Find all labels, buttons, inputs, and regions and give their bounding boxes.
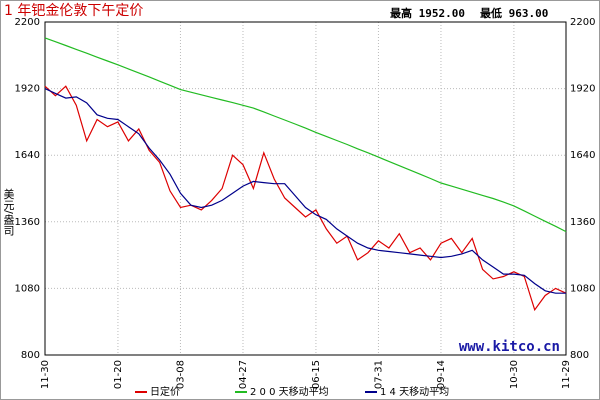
x-tick-label: 01-20	[113, 360, 124, 389]
y-tick-label: 1360	[570, 217, 595, 228]
legend-label: 日定价	[150, 385, 180, 398]
series-line	[44, 85, 567, 312]
series-line	[44, 88, 566, 294]
y-tick-label: 2200	[570, 17, 595, 28]
stat-high: 最高 1952.00	[390, 6, 465, 20]
y-axis-label: 美元/盎司	[2, 188, 15, 236]
y-tick-label: 1640	[570, 150, 595, 161]
y-tick-label: 1920	[570, 84, 595, 95]
y-tick-label: 800	[570, 350, 589, 361]
y-tick-label: 1080	[570, 283, 595, 294]
y-tick-label: 1080	[15, 283, 40, 294]
x-tick-label: 06-15	[311, 360, 322, 389]
series-line	[44, 37, 567, 233]
x-tick-label: 10-30	[509, 360, 520, 389]
legend-label: 2 0 0 天移动平均	[250, 385, 329, 398]
watermark: www.kitco.cn	[459, 339, 560, 355]
x-tick-label: 09-14	[436, 360, 447, 389]
legend-label: 1 4 天移动平均	[380, 385, 449, 398]
x-tick-label: 03-08	[175, 360, 186, 389]
x-tick-label: 07-31	[373, 360, 384, 389]
chart-title: 1 年钯金伦敦下午定价	[4, 3, 143, 19]
y-tick-label: 1360	[15, 217, 40, 228]
plot-border	[44, 21, 567, 356]
stat-low: 最低 963.00	[480, 6, 548, 20]
y-tick-label: 1920	[15, 84, 40, 95]
x-tick-label: 04-27	[238, 360, 249, 389]
y-tick-label: 1640	[15, 150, 40, 161]
x-tick-label: 11-29	[561, 360, 572, 389]
y-tick-label: 2200	[15, 17, 40, 28]
x-tick-label: 11-30	[40, 360, 51, 389]
y-tick-label: 800	[21, 350, 40, 361]
